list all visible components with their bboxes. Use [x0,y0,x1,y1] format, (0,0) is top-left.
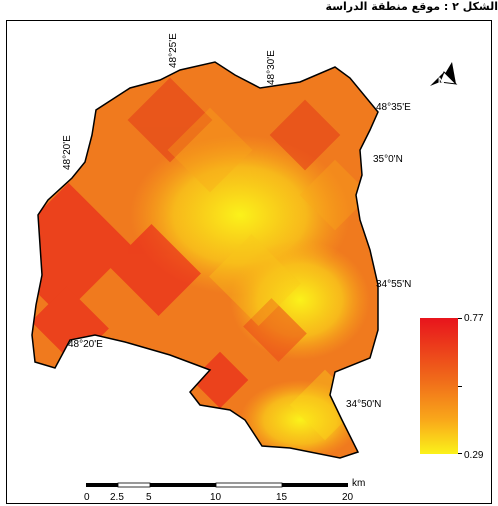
scale-tick-15: 15 [276,492,288,503]
scale-bar: 0 2.5 5 10 15 20 km [84,478,365,503]
lon-label-48-20-left: 48°20'E [68,339,103,350]
lon-label-48-30: 48°30'E [266,50,277,85]
lon-label-48-35: 48°35'E [376,102,411,113]
lon-label-48-20-top: 48°20'E [62,135,73,170]
legend-tick-top [458,318,462,319]
lon-label-48-25: 48°25'E [168,33,179,68]
scale-tick-5: 5 [146,492,152,503]
ndvi-raster [32,62,378,458]
legend-tick-mid [458,386,462,387]
scale-tick-10: 10 [210,492,222,503]
legend-min-label: 0.29 [464,450,484,461]
scale-unit: km [352,478,365,489]
scale-tick-0: 0 [84,492,90,503]
north-arrow-icon: N [430,62,458,86]
svg-text:N: N [438,76,445,86]
legend-tick-bottom [458,453,462,454]
legend-color-ramp [420,318,458,454]
lat-label-34-55: 34°55'N [376,279,411,290]
header-text: الشكل ٢ : موقع منطقة الدراسة [325,0,498,13]
scale-tick-20: 20 [342,492,354,503]
lat-label-35-0: 35°0'N [373,154,403,165]
lat-label-34-50: 34°50'N [346,399,381,410]
scale-tick-2-5: 2.5 [110,492,124,503]
legend-max-label: 0.77 [464,313,484,324]
